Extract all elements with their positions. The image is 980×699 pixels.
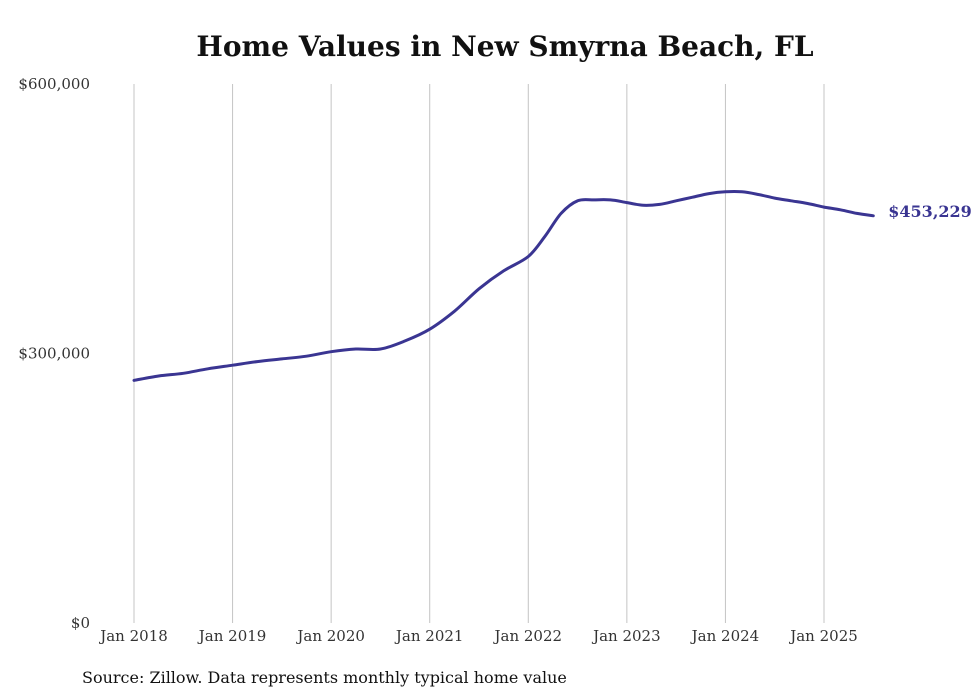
gridlines: [133, 84, 825, 623]
x-tick-label: Jan 2022: [493, 627, 563, 645]
y-tick-label: $600,000: [18, 75, 90, 93]
x-tick-label: Jan 2021: [394, 627, 464, 645]
x-tick-label: Jan 2018: [98, 627, 168, 645]
series-layer: [132, 190, 875, 382]
label-layer: $453,229: [888, 202, 972, 221]
y-tick-label: $300,000: [18, 345, 90, 363]
chart-title: Home Values in New Smyrna Beach, FL: [196, 30, 814, 63]
series-line: [132, 190, 875, 382]
y-axis-ticks: $0 $300,000 $600,000: [18, 75, 90, 632]
x-tick-label: Jan 2025: [788, 627, 858, 645]
x-tick-label: Jan 2019: [197, 627, 267, 645]
source-note: Source: Zillow. Data represents monthly …: [82, 668, 567, 687]
y-tick-label: $0: [71, 614, 90, 632]
x-tick-label: Jan 2023: [591, 627, 661, 645]
x-tick-label: Jan 2020: [295, 627, 365, 645]
x-tick-label: Jan 2024: [690, 627, 760, 645]
end-value-label: $453,229: [888, 202, 972, 221]
x-axis-ticks: Jan 2018 Jan 2019 Jan 2020 Jan 2021 Jan 2022…: [98, 627, 858, 645]
